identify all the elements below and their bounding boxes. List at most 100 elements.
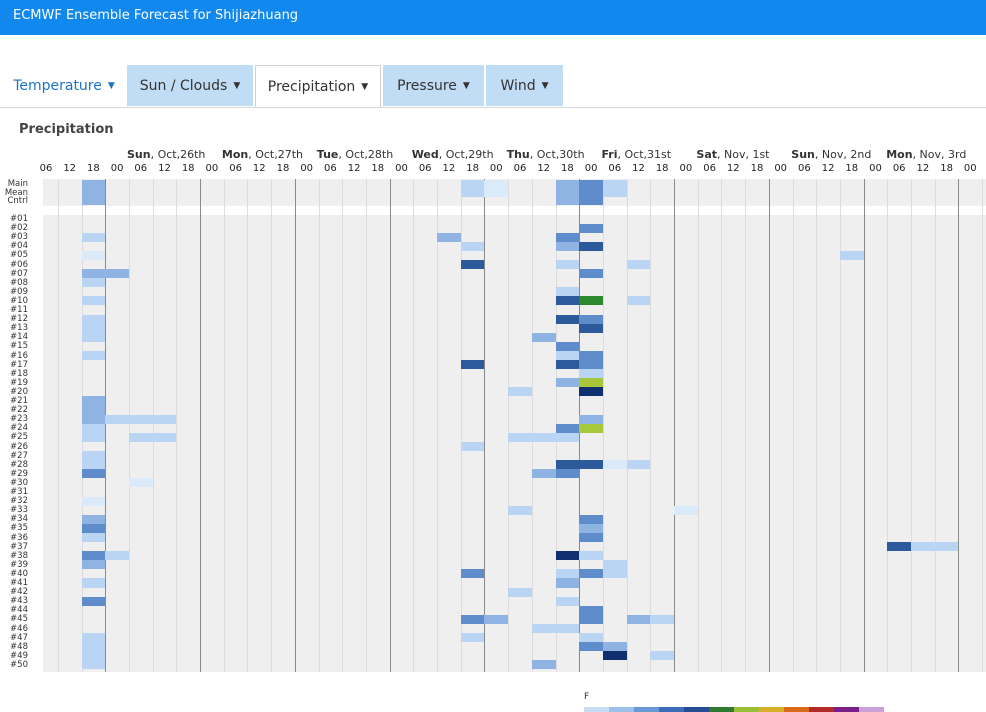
row-label: #14: [10, 332, 28, 343]
row-label: #10: [10, 295, 28, 306]
hour-label: 00: [869, 163, 882, 174]
hour-gridline: [365, 179, 367, 672]
hour-label: 06: [324, 163, 337, 174]
hour-gridline: [128, 179, 130, 672]
precip-cell: [579, 614, 603, 624]
row-label: #41: [10, 578, 28, 588]
tab-temperature[interactable]: Temperature ▼: [8, 65, 120, 106]
row-label: #21: [10, 396, 28, 406]
hour-label: 18: [750, 163, 764, 174]
section-title: Precipitation: [19, 122, 114, 137]
precip-cell: [579, 378, 603, 388]
precip-cell: [650, 651, 675, 661]
hour-label: 00: [679, 163, 693, 174]
row-label: #50: [10, 659, 28, 670]
precip-cell: [81, 350, 106, 361]
hour-label: 06: [39, 163, 53, 174]
precip-cell: [81, 496, 106, 506]
legend-color-bar: [584, 707, 884, 712]
row-label: #09: [10, 286, 28, 297]
legend-swatch: [609, 707, 634, 712]
hour-label: 00: [584, 163, 598, 174]
row-label: #32: [10, 496, 28, 507]
tab-sun-clouds[interactable]: Sun / Clouds ▼: [127, 65, 253, 106]
precip-cell: [81, 660, 106, 670]
precip-cell: [81, 232, 106, 242]
tab-pressure[interactable]: Pressure ▼: [383, 65, 484, 106]
row-label: #28: [10, 459, 28, 470]
grid-separator: [43, 206, 986, 215]
hour-gridline: [626, 179, 628, 672]
day-divider: [674, 179, 676, 672]
chevron-down-icon: ▼: [233, 80, 241, 91]
hour-label: 18: [276, 163, 290, 174]
precip-cell: [105, 269, 129, 279]
hour-label: 12: [442, 163, 456, 174]
precip-cell: [579, 633, 603, 643]
precip-cell: [626, 296, 651, 306]
day-divider: [484, 179, 486, 672]
row-label: #26: [10, 441, 28, 452]
row-label: #38: [10, 550, 28, 561]
chevron-down-icon: ▼: [107, 80, 115, 91]
day-divider: [200, 179, 202, 672]
precip-cell: [602, 179, 627, 189]
row-label: #48: [10, 641, 28, 652]
hour-gridline: [816, 179, 818, 672]
legend-swatch: [734, 707, 759, 712]
precip-cell: [602, 651, 627, 661]
hour-gridline: [650, 179, 652, 672]
hour-label: 00: [963, 163, 977, 174]
hour-gridline: [982, 179, 984, 672]
hour-gridline: [271, 179, 273, 672]
day-divider: [389, 179, 391, 672]
day-label: Sat, Nov, 1st: [696, 148, 770, 161]
row-label: #39: [10, 559, 28, 570]
row-label: #46: [10, 623, 28, 634]
precip-cell: [484, 188, 509, 197]
hour-gridline: [460, 179, 462, 672]
precip-cell: [602, 560, 627, 570]
precip-cell: [81, 188, 106, 197]
precip-cell: [81, 323, 106, 333]
hour-label: 18: [466, 163, 479, 174]
precip-cell: [626, 259, 651, 270]
hour-label: 18: [371, 163, 385, 174]
precip-cell: [484, 179, 509, 189]
day-label: Mon, Oct,27th: [221, 148, 304, 161]
precip-cell: [579, 179, 603, 189]
row-label: #45: [10, 614, 28, 625]
hour-label: 18: [655, 163, 669, 174]
precip-cell: [81, 332, 106, 342]
precip-cell: [650, 614, 675, 624]
legend-swatch: [784, 707, 809, 712]
row-label: #12: [10, 314, 28, 325]
precip-cell: [81, 596, 106, 606]
precip-cell: [81, 269, 106, 279]
precip-cell: [81, 451, 106, 461]
precip-cell: [128, 478, 153, 488]
hour-label: 06: [703, 163, 716, 174]
precip-cell: [555, 569, 580, 579]
row-label: #22: [10, 405, 28, 416]
precip-cell: [579, 350, 603, 361]
precip-cell: [531, 432, 556, 442]
precip-cell: [555, 460, 580, 470]
chevron-down-icon: ▼: [541, 80, 549, 91]
tab-wind[interactable]: Wind ▼: [486, 65, 563, 106]
hour-gridline: [792, 179, 794, 672]
hour-label: 06: [513, 163, 527, 174]
precip-cell: [555, 296, 580, 306]
precip-cell: [81, 642, 106, 652]
row-label: #36: [10, 532, 28, 543]
legend-swatch: [584, 707, 609, 712]
precip-cell: [81, 551, 106, 561]
row-label: #11: [10, 305, 28, 315]
precip-cell: [602, 642, 627, 652]
hour-gridline: [223, 179, 225, 672]
precip-cell: [934, 542, 959, 552]
chevron-down-icon: ▼: [361, 81, 369, 92]
tab-precipitation[interactable]: Precipitation ▼: [255, 65, 381, 107]
precip-cell: [579, 551, 603, 561]
precip-cell: [81, 514, 106, 524]
